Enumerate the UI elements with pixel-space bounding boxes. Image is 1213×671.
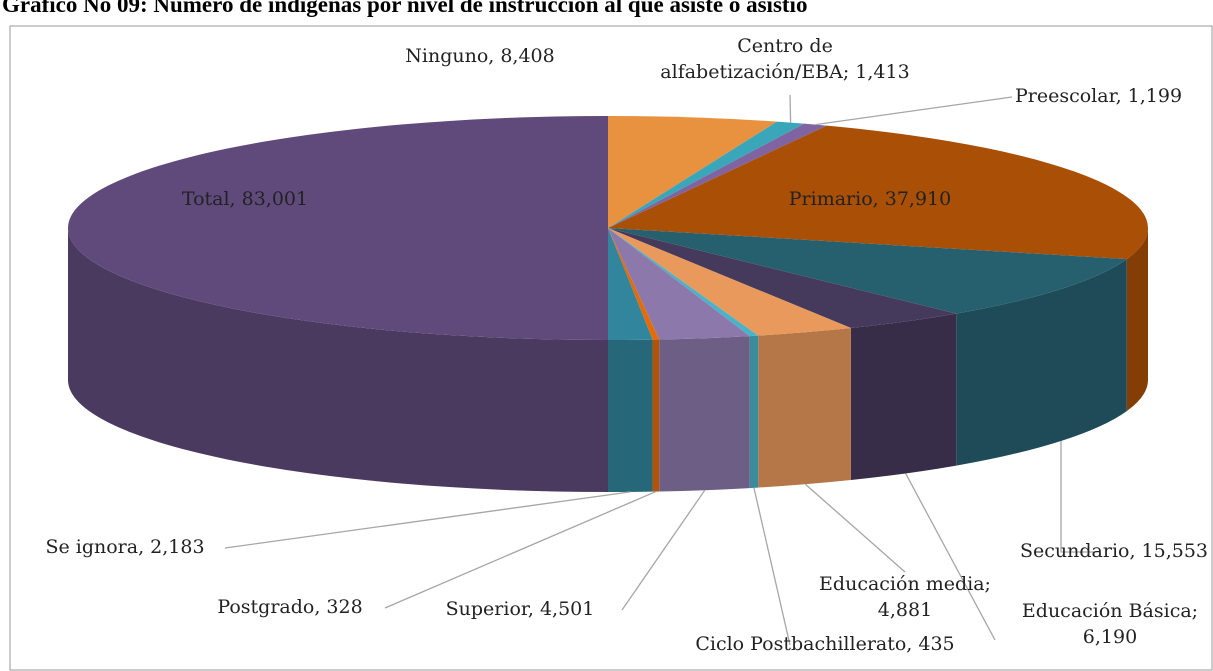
data-label: Preescolar, 1,199 (1015, 85, 1182, 107)
data-label: Centro de alfabetización/EBA; 1,413 (660, 35, 909, 83)
leader-line (384, 490, 657, 609)
leader-line (905, 473, 996, 641)
leader-line (1060, 440, 1100, 553)
slice (608, 125, 1148, 260)
chart-title: Gráfico No 09: Número de indígenas por n… (2, 0, 807, 17)
slice-side (659, 336, 750, 492)
leader-line (789, 94, 792, 123)
data-label: Educación Básica; 6,190 (1022, 600, 1198, 648)
leader-line (753, 487, 791, 646)
slice (608, 228, 851, 336)
data-label: Postgrado, 328 (217, 596, 362, 618)
slice (608, 228, 759, 337)
leader-line (621, 489, 706, 611)
data-label: Ciclo Postbachillerato, 435 (695, 633, 954, 655)
slice (608, 121, 805, 228)
slice (608, 228, 957, 329)
data-label: Superior, 4,501 (446, 598, 595, 620)
slice (608, 228, 750, 340)
data-label-line: Ninguno, 8,408 (405, 45, 555, 67)
data-label-line: Preescolar, 1,199 (1015, 85, 1182, 107)
data-label-line: Secundario, 15,553 (1020, 540, 1208, 562)
leader-line (224, 491, 631, 549)
data-label-line: 4,881 (878, 599, 932, 621)
slice-side (850, 313, 957, 481)
data-label: Educación media; 4,881 (819, 573, 991, 621)
data-label: Total, 83,001 (182, 188, 308, 210)
data-label-line: Postgrado, 328 (217, 596, 362, 618)
slice (608, 228, 1127, 314)
data-label-line: Total, 83,001 (182, 188, 308, 210)
data-label-line: Primario, 37,910 (789, 188, 951, 210)
data-label-line: Educación Básica; (1022, 600, 1198, 622)
data-label-line: Centro de (737, 35, 833, 57)
data-label: Se ignora, 2,183 (45, 536, 204, 558)
slice-side (68, 228, 608, 492)
data-label-line: Superior, 4,501 (446, 598, 595, 620)
slice-side (1126, 228, 1148, 412)
slice-side (758, 328, 851, 488)
slice (608, 228, 653, 340)
slice-side (749, 335, 759, 489)
data-label: Primario, 37,910 (789, 188, 951, 210)
slice-side (956, 259, 1127, 466)
slice (608, 123, 827, 228)
slice-side (608, 339, 653, 492)
data-label-line: Educación media; (819, 573, 991, 595)
slice-side (652, 339, 660, 492)
slice (608, 228, 660, 340)
data-label: Ninguno, 8,408 (405, 45, 555, 67)
slice (68, 116, 608, 340)
leader-line (815, 96, 1013, 126)
data-label-line: alfabetización/EBA; 1,413 (660, 61, 909, 83)
slice (608, 116, 777, 228)
leader-line (804, 483, 906, 573)
data-label-line: Se ignora, 2,183 (45, 536, 204, 558)
data-label: Secundario, 15,553 (1020, 540, 1208, 562)
data-label-line: 6,190 (1083, 626, 1137, 648)
data-label-line: Ciclo Postbachillerato, 435 (695, 633, 954, 655)
